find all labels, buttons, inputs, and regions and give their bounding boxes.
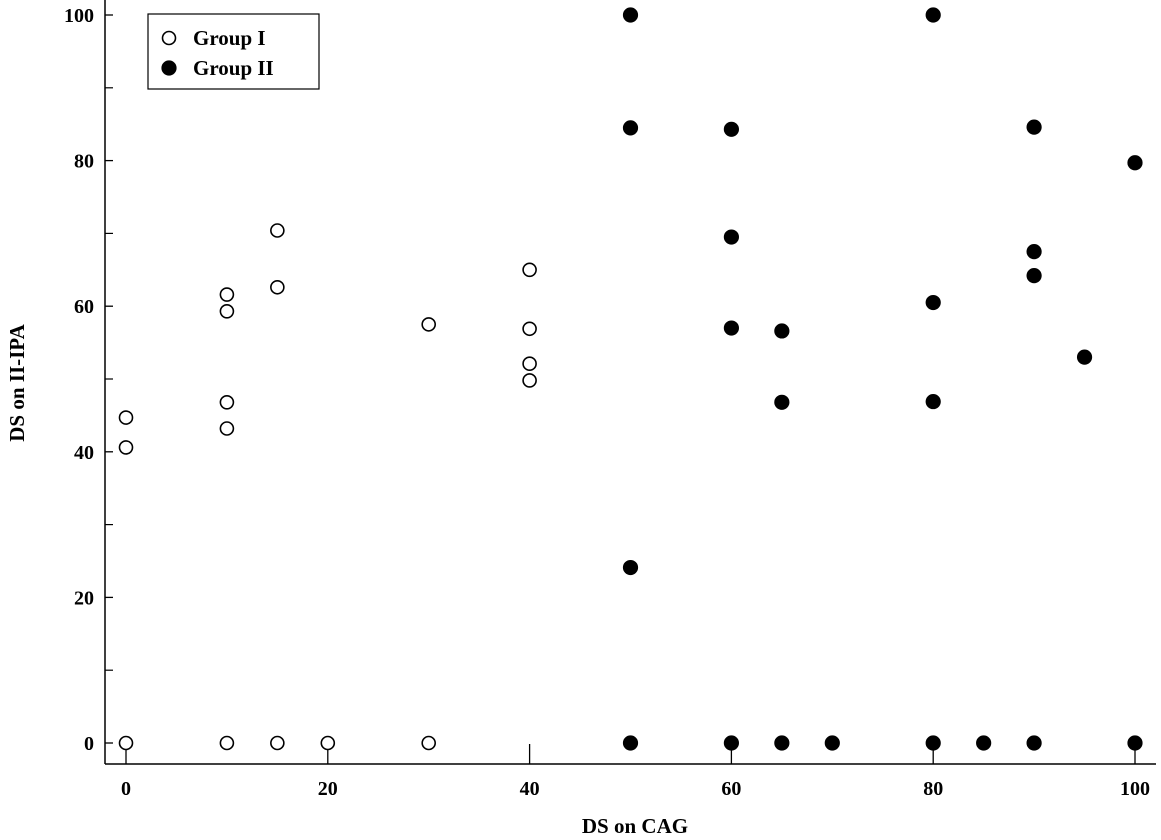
y-tick-label: 0 (84, 733, 94, 755)
legend-marker-group-ii (161, 60, 177, 76)
x-tick-label: 20 (318, 778, 338, 800)
y-tick-label: 40 (74, 442, 94, 464)
group-ii-point (723, 229, 740, 245)
y-tick-label: 80 (74, 151, 94, 173)
group-i-point (219, 303, 235, 319)
y-tick-label: 20 (74, 587, 94, 609)
group-ii-point (1127, 735, 1143, 751)
group-ii-point (723, 320, 740, 336)
group-ii-point (1026, 268, 1042, 284)
legend-box (147, 13, 320, 90)
x-tick-label: 100 (1120, 778, 1150, 800)
group-i-point (118, 440, 134, 455)
group-i-point (118, 410, 134, 425)
x-tick-label: 60 (721, 778, 741, 800)
group-i-point (118, 735, 134, 751)
group-ii-point (1026, 735, 1042, 751)
legend-marker-group-i (161, 30, 177, 46)
group-ii-point (976, 735, 992, 751)
data-points (118, 7, 1143, 751)
group-i-point (219, 287, 235, 302)
group-i-point (320, 735, 336, 751)
group-ii-point (1076, 349, 1093, 365)
x-tick-label: 80 (923, 778, 943, 800)
group-ii-point (774, 323, 790, 339)
y-axis-title: DS on II-IPA (5, 323, 29, 441)
x-axis-ticks: 0 20 40 60 80 100 (121, 744, 1150, 800)
group-ii-point (774, 735, 790, 751)
group-i-point (270, 735, 285, 751)
x-tick-label: 40 (520, 778, 540, 800)
group-ii-point (925, 735, 941, 751)
x-tick-label: 0 (121, 778, 131, 800)
group-i-point (270, 223, 285, 238)
group-i-point (421, 735, 437, 751)
group-ii-point (723, 121, 740, 137)
group-ii-point (925, 294, 941, 311)
group-i-point (421, 317, 437, 332)
group-ii-point (1127, 155, 1143, 171)
group-i-point (219, 421, 235, 436)
group-ii-point (622, 120, 639, 136)
y-axis-ticks: 0 20 40 60 80 100 (64, 5, 113, 755)
x-axis-title: DS on CAG (582, 814, 688, 838)
group-ii-point (1026, 119, 1042, 135)
group-ii-point (622, 735, 639, 751)
group-ii-point (925, 7, 941, 23)
group-ii-point (622, 559, 639, 576)
group-ii-point (622, 7, 639, 23)
group-ii-point (925, 393, 941, 410)
group-ii-point (774, 394, 790, 410)
legend: Group I Group II (147, 13, 320, 90)
group-i-point (522, 356, 537, 372)
group-ii-point (824, 735, 840, 751)
group-ii-point (723, 735, 740, 751)
legend-label-group-i: Group I (193, 26, 266, 50)
group-i-point (270, 279, 285, 295)
y-tick-label: 100 (64, 5, 94, 27)
y-tick-label: 60 (74, 296, 94, 318)
legend-label-group-ii: Group II (193, 56, 274, 80)
group-i-point (522, 373, 537, 388)
group-i-point (522, 321, 537, 337)
group-i-point (219, 394, 235, 410)
group-i-point (219, 735, 235, 751)
group-i-point (522, 262, 537, 278)
group-ii-point (1026, 244, 1042, 260)
